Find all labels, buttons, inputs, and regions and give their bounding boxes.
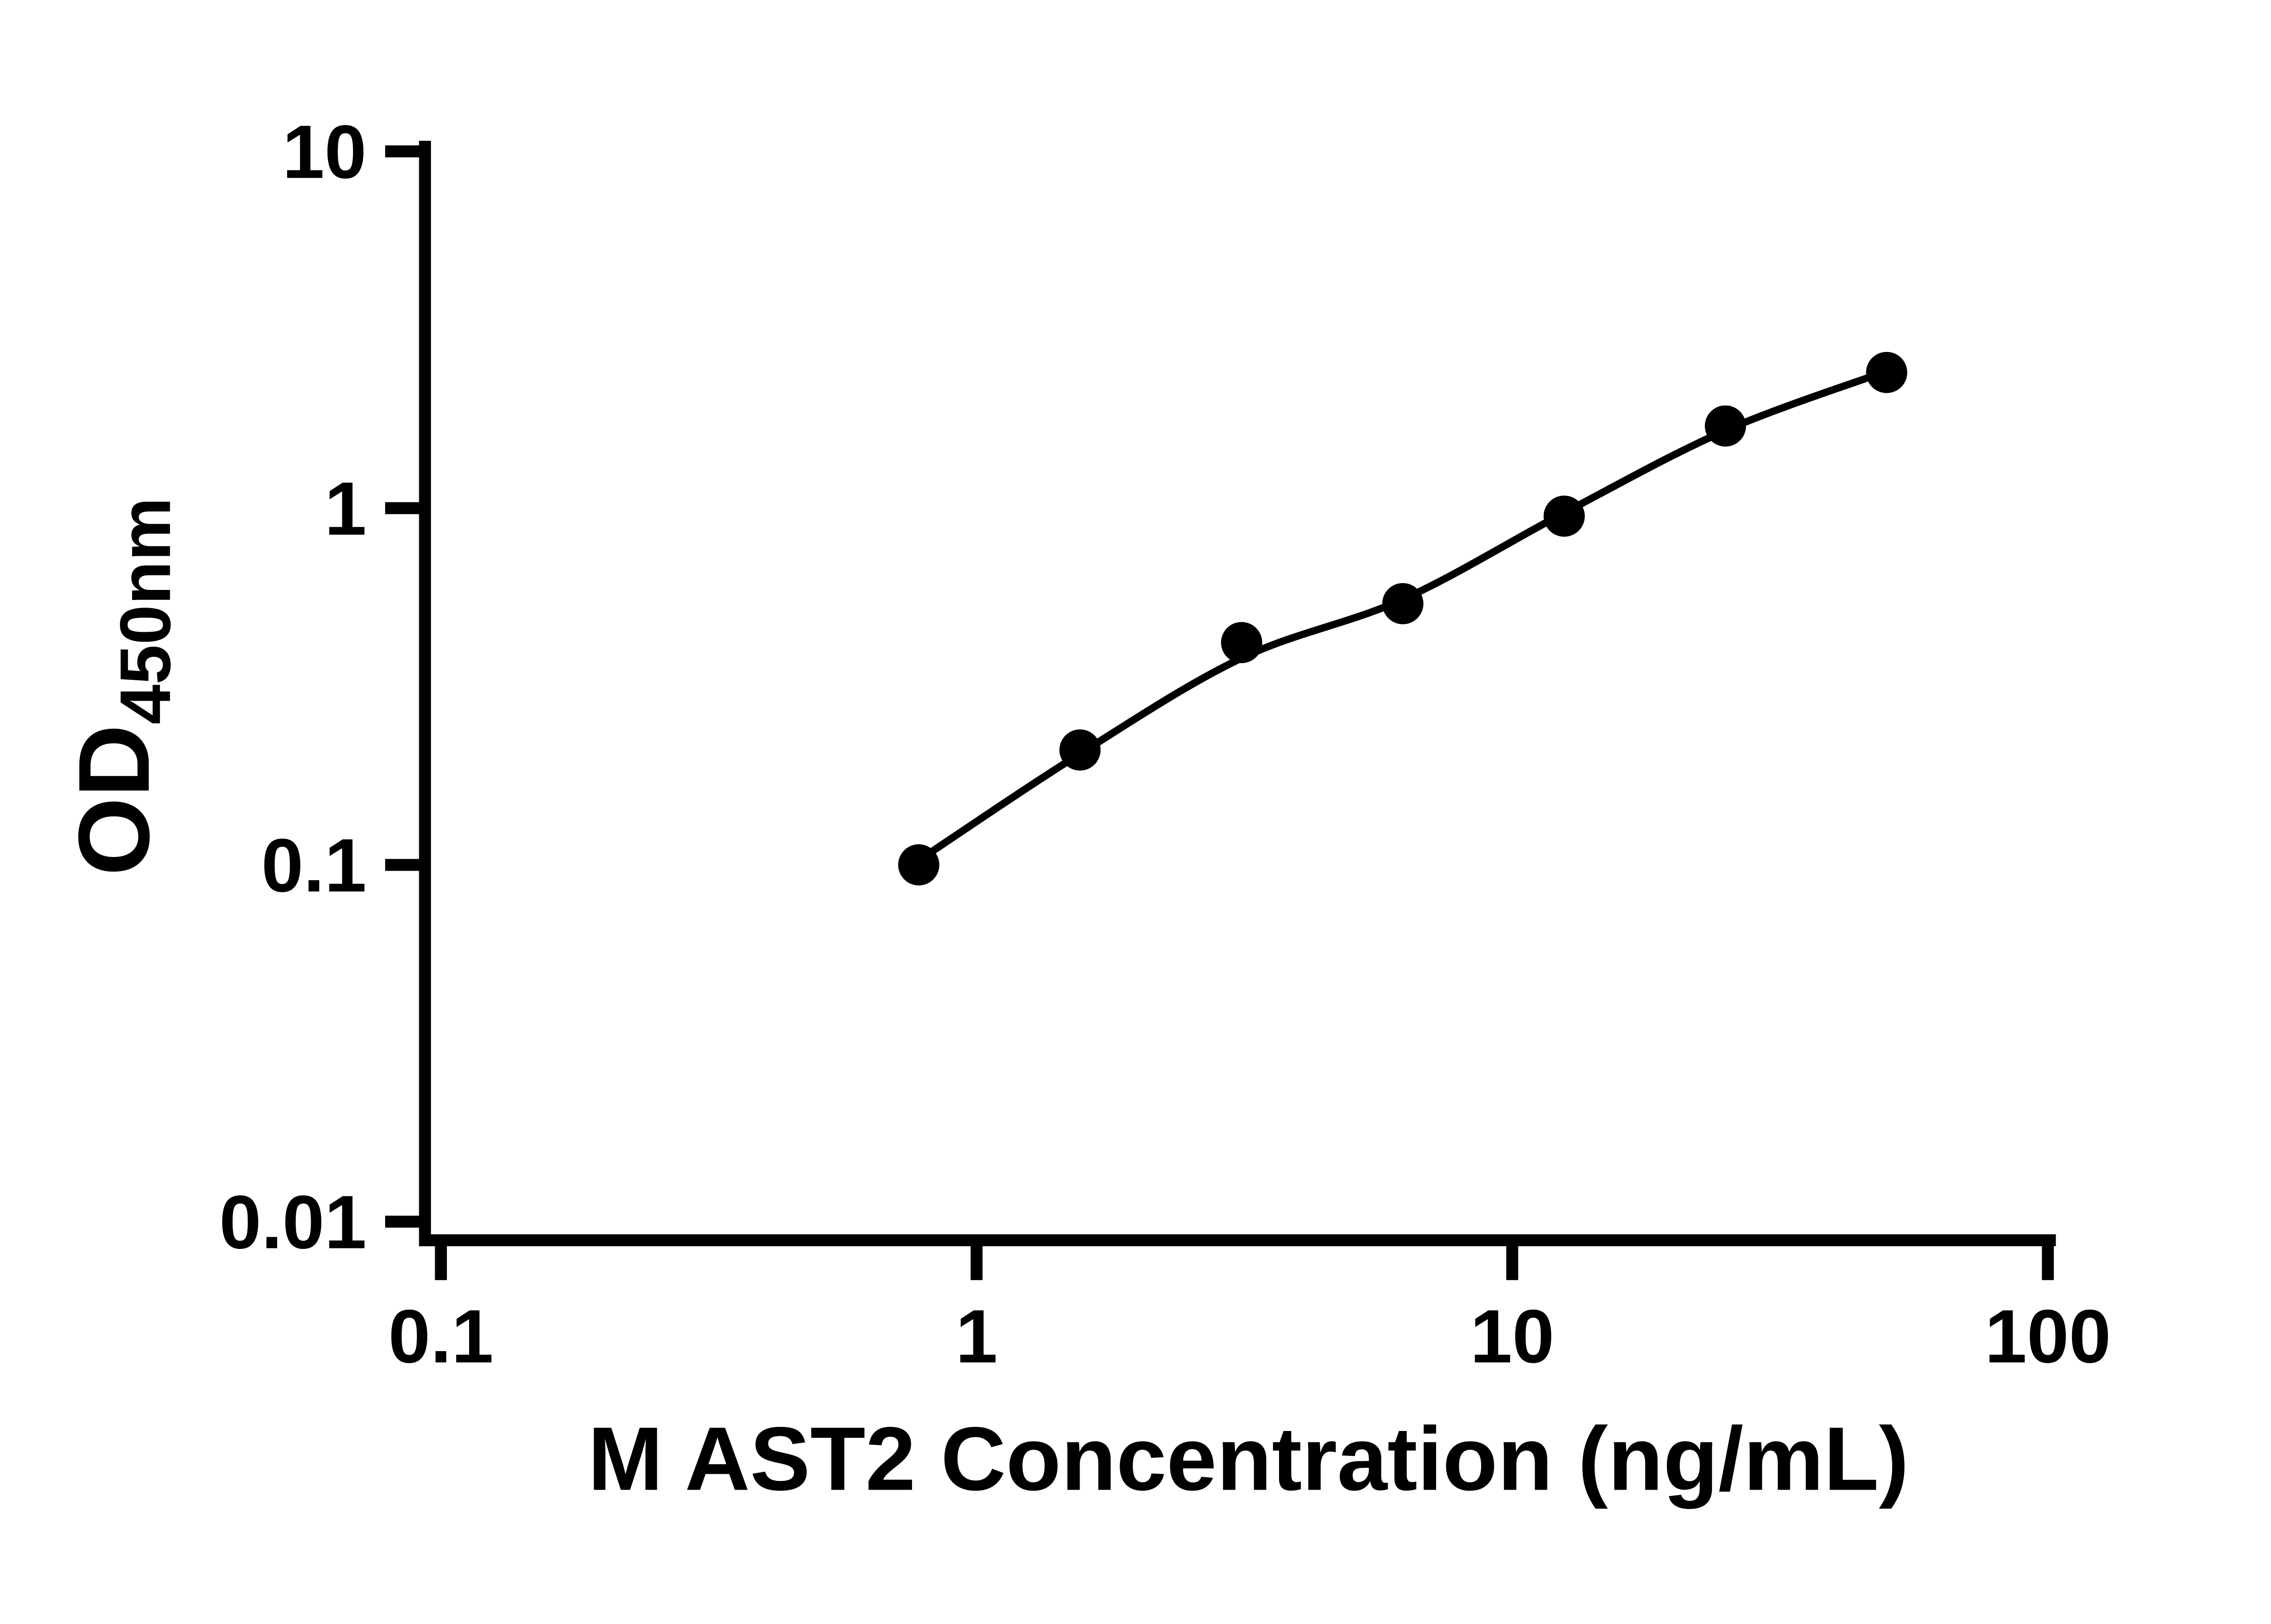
data-points xyxy=(898,352,1908,886)
y-tick-label: 0.1 xyxy=(261,823,367,908)
y-axis-tick-labels: 0.01 0.1 1 10 xyxy=(219,110,367,1265)
y-tick-label: 10 xyxy=(283,110,367,194)
y-axis-title-main: OD xyxy=(58,724,170,876)
y-tick-label: 0.01 xyxy=(219,1180,367,1265)
x-tick-label: 100 xyxy=(1985,1294,2111,1379)
data-point xyxy=(1866,352,1908,393)
x-tick-label: 0.1 xyxy=(388,1294,494,1379)
y-axis-title-sub: 450nm xyxy=(105,497,185,724)
data-point xyxy=(1382,583,1423,624)
data-point xyxy=(1705,405,1746,447)
x-axis-ticks xyxy=(435,1240,2054,1280)
x-tick-label: 1 xyxy=(956,1294,998,1379)
data-point xyxy=(1221,622,1262,663)
data-point xyxy=(898,844,940,886)
x-tick-label: 10 xyxy=(1470,1294,1554,1379)
data-point xyxy=(1059,729,1101,771)
x-axis-title: M AST2 Concentration (ng/mL) xyxy=(588,1409,1909,1510)
standard-curve-chart: 0.1 1 10 100 0.01 0.1 1 10 M AST2 Concentratio… xyxy=(58,109,2111,1510)
data-point xyxy=(1543,495,1585,537)
y-axis-title: OD450nm xyxy=(58,497,185,876)
y-tick-label: 1 xyxy=(324,466,367,551)
axis-lines xyxy=(419,140,2056,1247)
x-axis-tick-labels: 0.1 1 10 100 xyxy=(388,1294,2111,1379)
y-axis-ticks xyxy=(385,145,425,1228)
